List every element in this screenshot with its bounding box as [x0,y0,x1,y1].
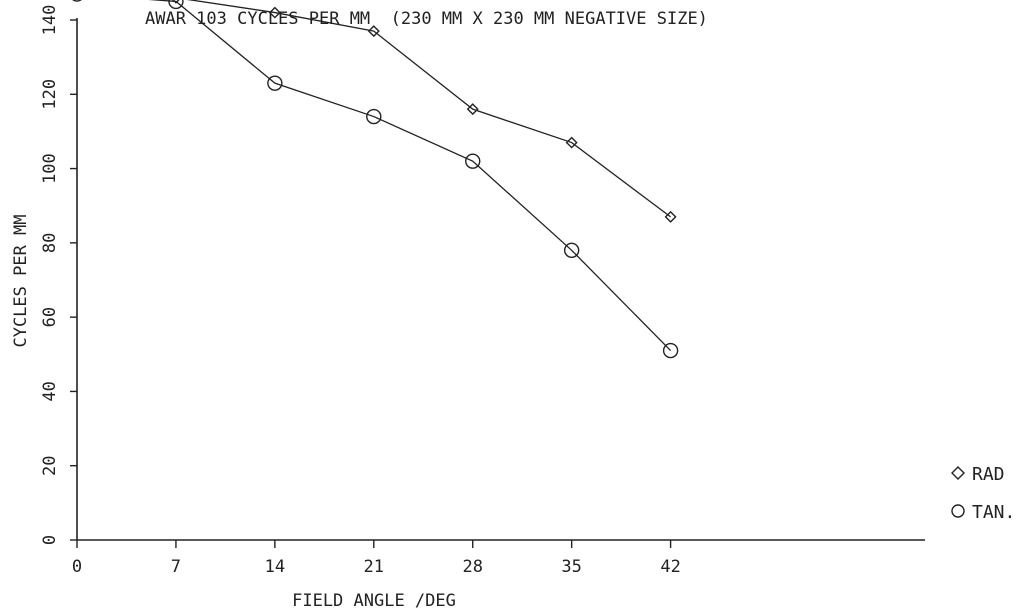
y-tick-label: 100 [40,153,60,184]
data-point-rad [664,210,677,223]
legend-label-tan: TAN. [972,502,1015,523]
legend: RAD TAN. [951,464,1015,523]
x-tick-label: 7 [171,557,181,577]
series-layer [72,0,679,359]
x-tick-label: 14 [265,557,285,577]
data-point-rad [466,103,479,116]
legend-item-rad: RAD [951,464,1005,485]
data-point-tan [366,108,382,125]
data-point-tan [267,75,283,91]
data-point-tan [662,342,679,359]
data-point-rad [172,0,180,4]
legend-marker-rad [951,466,965,480]
legend-marker-tan [951,504,965,518]
data-point-tan [563,242,580,258]
y-ticks: 0 20 40 60 80 100 120 140 [40,5,77,545]
data-point-tan [168,0,184,10]
x-tick-label: 35 [561,557,581,577]
data-point-rad [367,25,380,38]
x-tick-label: 0 [72,557,82,577]
x-ticks: 0 7 14 21 28 35 42 [72,540,681,577]
chart-title: AWAR 103 CYCLES PER MM (230 MM X 230 MM … [145,9,708,29]
y-tick-label: 80 [40,233,60,253]
y-tick-label: 120 [40,79,60,110]
data-point-tan [72,0,82,2]
legend-item-tan: TAN. [951,502,1015,523]
series-line-tan [148,0,672,352]
data-point-rad [268,6,281,19]
x-tick-label: 28 [462,557,482,577]
x-tick-label: 42 [660,557,680,577]
x-tick-label: 21 [364,557,384,577]
y-tick-label: 0 [40,535,60,545]
legend-label-rad: RAD [972,464,1005,485]
y-tick-label: 20 [40,455,60,475]
y-tick-label: 40 [40,381,60,401]
series-line-rad [186,0,671,218]
x-axis-label: FIELD ANGLE /DEG [292,591,456,611]
data-point-rad [565,136,578,149]
data-point-tan [465,153,481,169]
y-tick-label: 60 [40,307,60,327]
y-axis-label: CYCLES PER MM [11,214,31,347]
y-tick-label: 140 [40,5,60,36]
